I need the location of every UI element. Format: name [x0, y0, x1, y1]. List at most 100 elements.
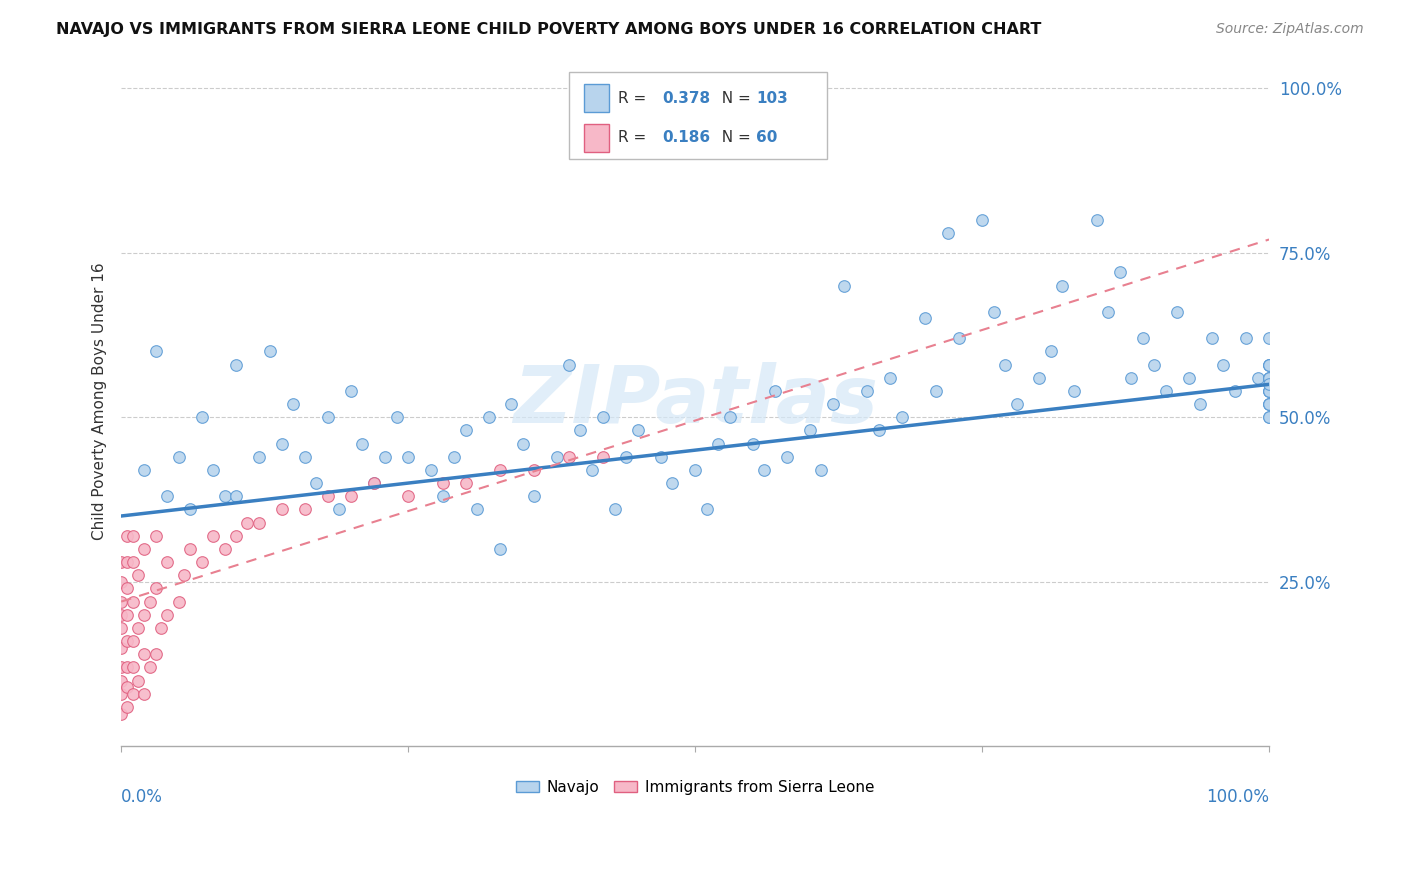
- Text: N =: N =: [713, 130, 756, 145]
- Point: [127, 568, 149, 582]
- Point: [569, 424, 592, 438]
- Point: [190, 555, 212, 569]
- Text: 60: 60: [756, 130, 778, 145]
- Point: [1201, 331, 1223, 345]
- Point: [454, 476, 477, 491]
- Point: [1189, 397, 1212, 411]
- Point: [443, 450, 465, 464]
- Point: [121, 555, 143, 569]
- Point: [983, 305, 1005, 319]
- Text: 0.0%: 0.0%: [121, 788, 163, 805]
- Point: [454, 424, 477, 438]
- Point: [145, 582, 167, 596]
- Point: [134, 463, 156, 477]
- Point: [121, 634, 143, 648]
- Point: [110, 673, 132, 688]
- Point: [115, 634, 138, 648]
- Point: [948, 331, 970, 345]
- Point: [110, 555, 132, 569]
- Point: [385, 410, 408, 425]
- Point: [1039, 344, 1062, 359]
- Point: [707, 436, 730, 450]
- Point: [1258, 397, 1281, 411]
- Point: [225, 529, 247, 543]
- Point: [145, 647, 167, 661]
- Point: [294, 450, 316, 464]
- Point: [294, 502, 316, 516]
- Point: [214, 541, 236, 556]
- Point: [1258, 370, 1281, 384]
- Point: [396, 450, 419, 464]
- Text: 103: 103: [756, 91, 787, 105]
- Point: [115, 607, 138, 622]
- Point: [936, 226, 959, 240]
- Point: [316, 489, 339, 503]
- Point: [145, 344, 167, 359]
- Point: [1132, 331, 1154, 345]
- Point: [167, 450, 190, 464]
- Point: [363, 476, 385, 491]
- Point: [271, 436, 294, 450]
- Point: [512, 436, 534, 450]
- Point: [501, 397, 523, 411]
- Point: [1258, 397, 1281, 411]
- Point: [1005, 397, 1028, 411]
- Point: [558, 450, 581, 464]
- Point: [115, 660, 138, 674]
- Point: [1063, 384, 1085, 398]
- Point: [1212, 358, 1234, 372]
- Y-axis label: Child Poverty Among Boys Under 16: Child Poverty Among Boys Under 16: [93, 262, 107, 540]
- Point: [972, 212, 994, 227]
- Point: [489, 463, 512, 477]
- Point: [661, 476, 683, 491]
- Point: [603, 502, 626, 516]
- Point: [994, 358, 1017, 372]
- Point: [1258, 410, 1281, 425]
- Point: [1234, 331, 1257, 345]
- Point: [1177, 370, 1199, 384]
- Point: [1258, 397, 1281, 411]
- Point: [134, 541, 156, 556]
- Point: [925, 384, 948, 398]
- Point: [236, 516, 259, 530]
- FancyBboxPatch shape: [583, 124, 609, 152]
- Text: 0.378: 0.378: [662, 91, 710, 105]
- Point: [156, 489, 179, 503]
- Point: [1246, 370, 1268, 384]
- Point: [1258, 384, 1281, 398]
- Point: [328, 502, 350, 516]
- Point: [1258, 331, 1281, 345]
- Point: [110, 687, 132, 701]
- Point: [139, 660, 162, 674]
- Point: [1258, 370, 1281, 384]
- Point: [110, 640, 132, 655]
- Point: [1166, 305, 1188, 319]
- Point: [1154, 384, 1177, 398]
- Point: [115, 529, 138, 543]
- Point: [179, 541, 201, 556]
- Point: [765, 384, 787, 398]
- Point: [271, 502, 294, 516]
- Point: [592, 410, 614, 425]
- Point: [1121, 370, 1143, 384]
- Point: [1258, 358, 1281, 372]
- Text: Source: ZipAtlas.com: Source: ZipAtlas.com: [1216, 22, 1364, 37]
- Point: [683, 463, 706, 477]
- Point: [627, 424, 650, 438]
- Point: [374, 450, 396, 464]
- Point: [879, 370, 901, 384]
- Point: [1258, 377, 1281, 392]
- Point: [316, 410, 339, 425]
- Point: [134, 647, 156, 661]
- Point: [581, 463, 603, 477]
- Point: [259, 344, 281, 359]
- Point: [420, 463, 443, 477]
- Point: [868, 424, 890, 438]
- Point: [247, 516, 270, 530]
- Point: [339, 384, 361, 398]
- Point: [752, 463, 775, 477]
- Point: [890, 410, 912, 425]
- Point: [110, 660, 132, 674]
- Point: [489, 541, 512, 556]
- Text: ZIPatlas: ZIPatlas: [513, 362, 877, 440]
